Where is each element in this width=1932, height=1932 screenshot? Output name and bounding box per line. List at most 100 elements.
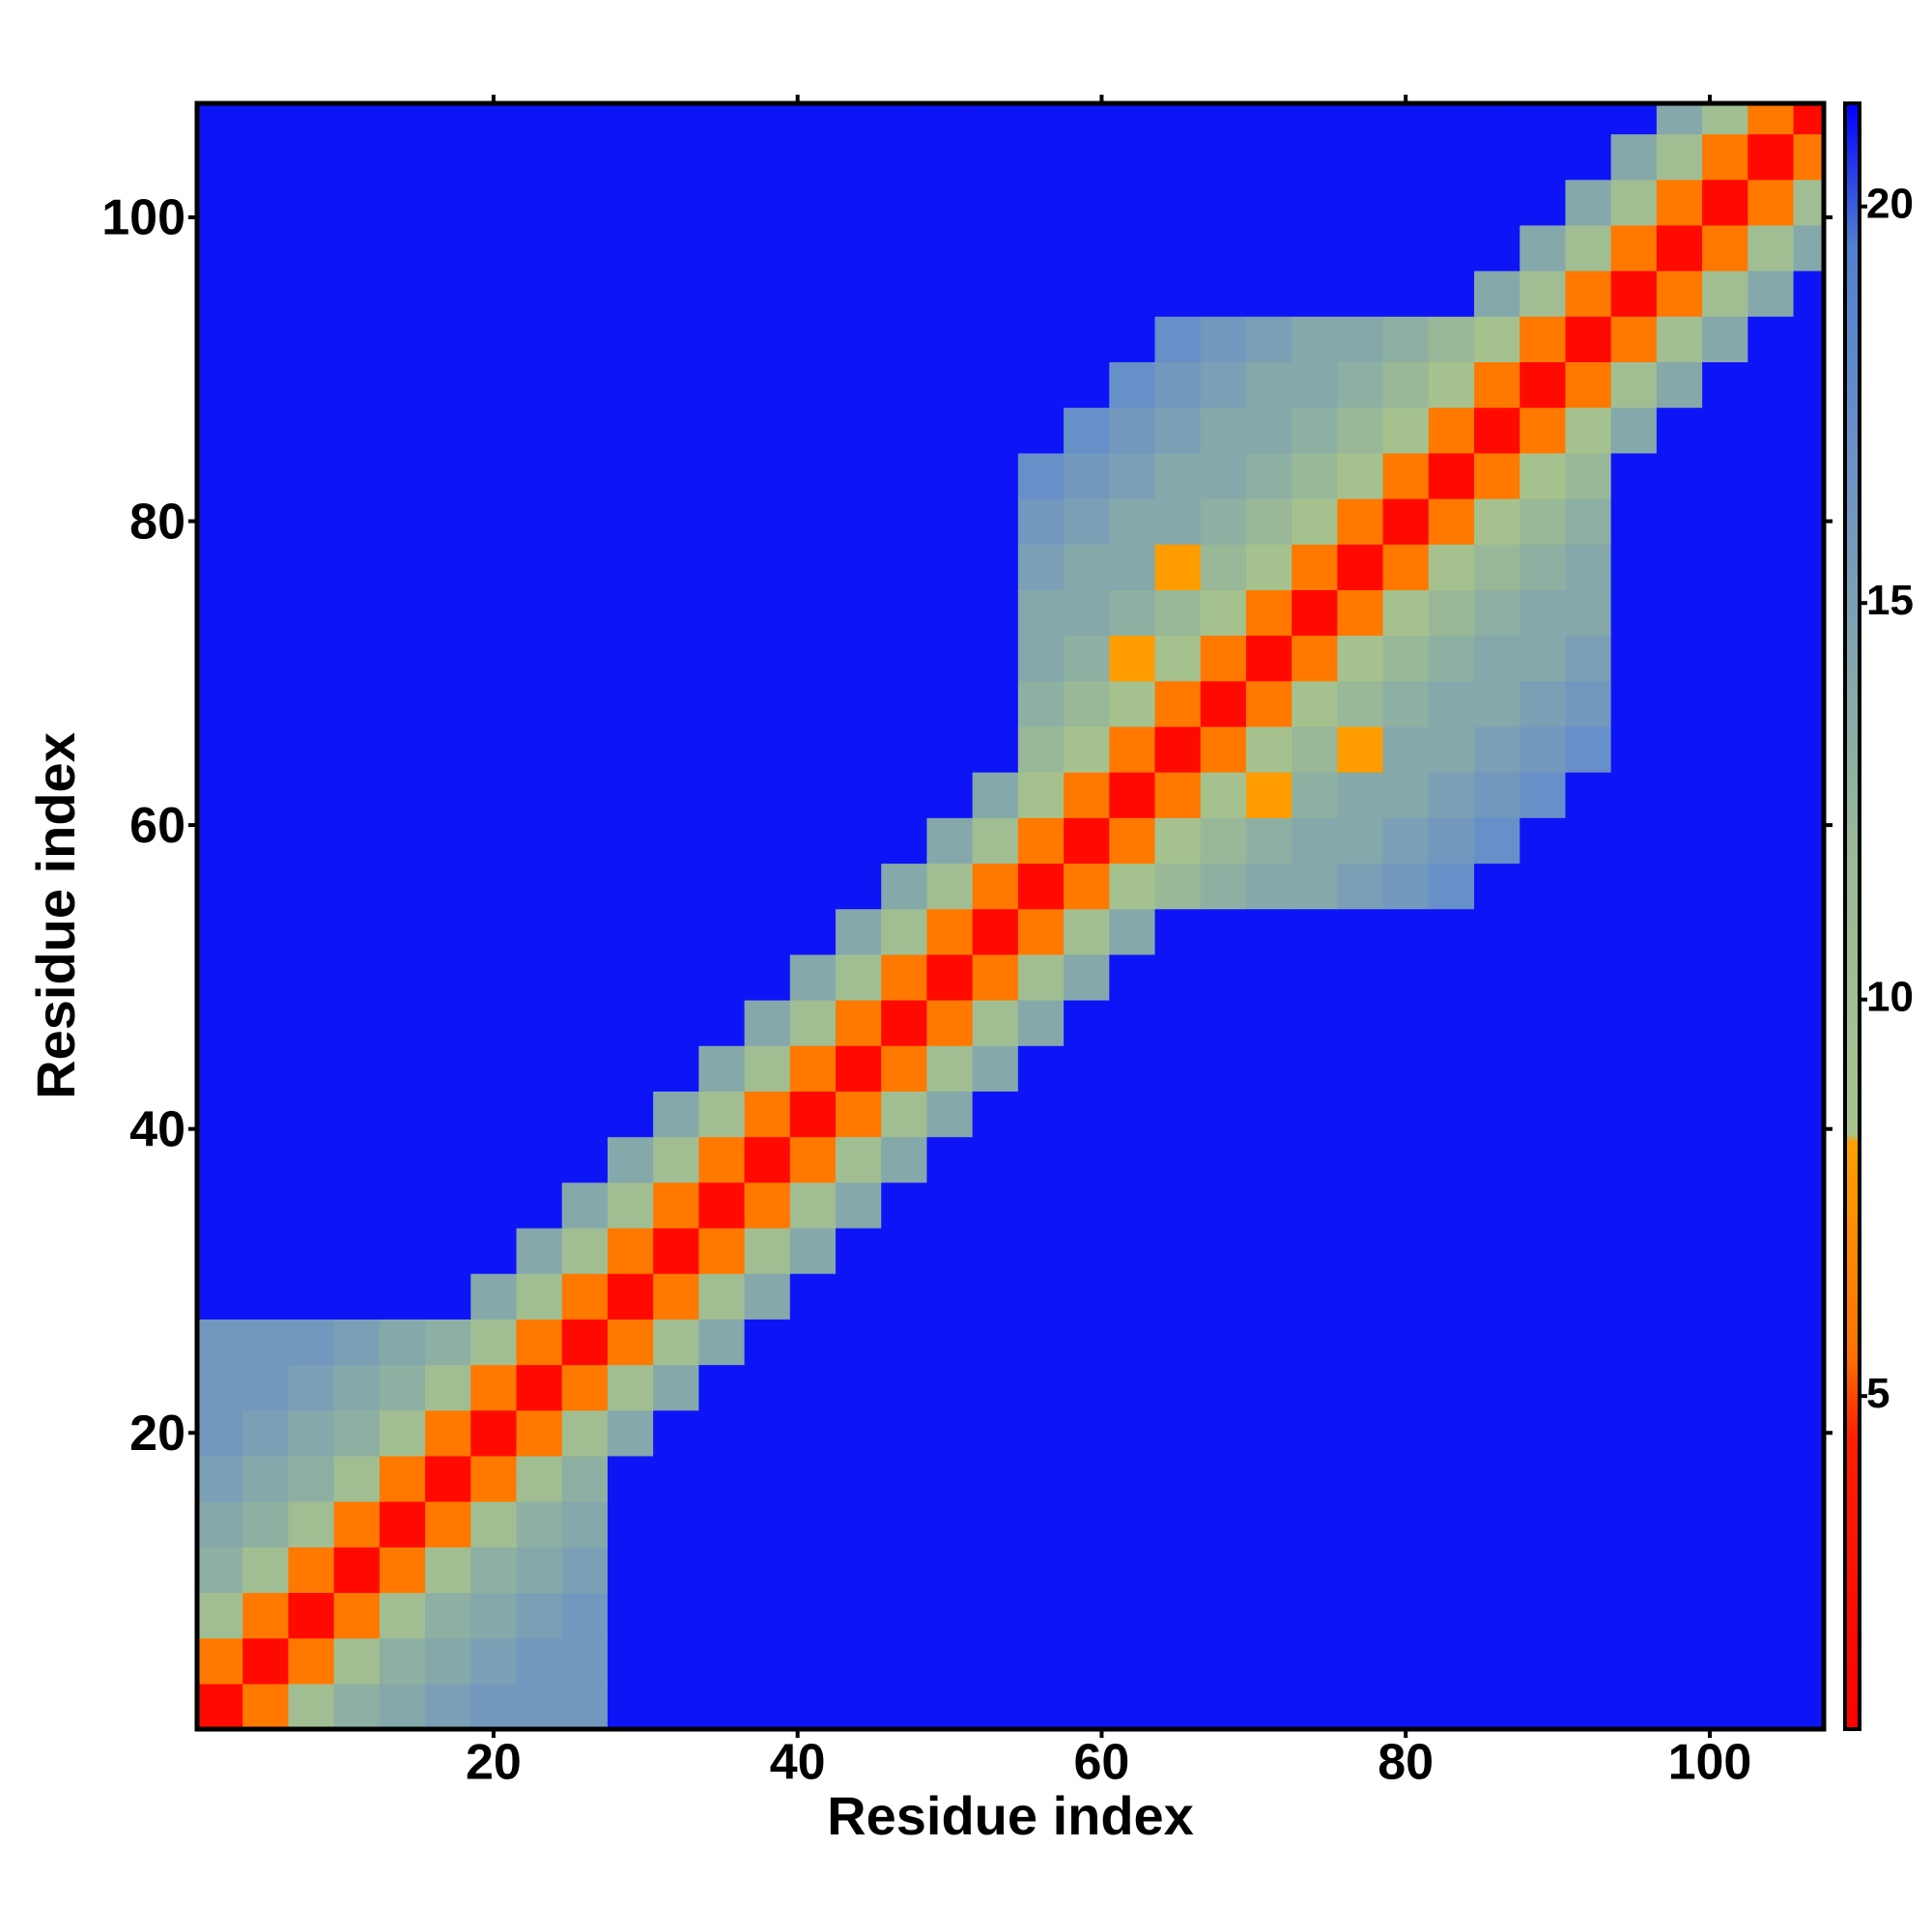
heatmap-cell [197, 497, 243, 545]
heatmap-cell [789, 544, 837, 590]
heatmap-cell [1382, 452, 1430, 499]
heatmap-cell [789, 1455, 837, 1502]
heatmap-cell [1154, 908, 1202, 955]
heatmap-cell [1337, 1181, 1384, 1229]
heatmap-cell [1656, 635, 1703, 682]
heatmap-cell [881, 1181, 928, 1229]
heatmap-cell [1610, 316, 1658, 362]
heatmap-cell [425, 1000, 471, 1046]
heatmap-cell [1200, 863, 1247, 910]
heatmap-cell [1382, 1319, 1430, 1366]
heatmap-cell [1109, 133, 1156, 181]
heatmap-cell [197, 635, 243, 682]
heatmap-cell [379, 1455, 426, 1502]
heatmap-cell [561, 772, 609, 818]
heatmap-cell [1245, 1091, 1293, 1138]
heatmap-cell [1017, 361, 1065, 409]
heatmap-cell [197, 544, 243, 590]
heatmap-cell [516, 361, 563, 409]
heatmap-cell [881, 908, 928, 955]
heatmap-cell [1474, 772, 1520, 818]
heatmap-cell [1017, 635, 1065, 682]
heatmap-cell [379, 817, 426, 865]
heatmap-cell [197, 361, 243, 409]
heatmap-cell [1382, 1000, 1430, 1046]
heatmap-cell [881, 1319, 928, 1366]
heatmap-cell [242, 224, 290, 271]
heatmap-cell [1064, 1455, 1110, 1502]
heatmap-cell [1474, 179, 1520, 226]
heatmap-cell [1520, 772, 1567, 818]
heatmap-cell [1064, 407, 1110, 454]
heatmap-cell [744, 725, 791, 773]
heatmap-cell [425, 817, 471, 865]
heatmap-cell [1747, 497, 1795, 545]
heatmap-cell [607, 1319, 654, 1366]
heatmap-cell [836, 1319, 882, 1366]
heatmap-cell [1154, 1136, 1202, 1183]
heatmap-cell [1017, 1501, 1065, 1548]
heatmap-cell [1337, 1000, 1384, 1046]
heatmap-cell [516, 1273, 563, 1320]
heatmap-cell [607, 908, 654, 955]
heatmap-cell [1382, 1592, 1430, 1639]
heatmap-cell [1064, 1136, 1110, 1183]
heatmap-cell [1702, 224, 1748, 271]
heatmap-cell [1017, 316, 1065, 362]
heatmap-cell [1702, 407, 1748, 454]
heatmap-cell [1702, 953, 1748, 1001]
heatmap-cell [972, 1136, 1019, 1183]
heatmap-cell [1793, 316, 1824, 362]
heatmap-cell [1337, 772, 1384, 818]
heatmap-cell [288, 772, 335, 818]
heatmap-cell [516, 908, 563, 955]
heatmap-cell [881, 103, 928, 135]
heatmap-cell [1337, 1227, 1384, 1274]
heatmap-cell [836, 635, 882, 682]
heatmap-cell [1656, 1547, 1703, 1594]
heatmap-cell [1520, 1409, 1567, 1457]
heatmap-cell [1565, 772, 1612, 818]
heatmap-cell [1245, 1455, 1293, 1502]
heatmap-cell [1702, 452, 1748, 499]
heatmap-cell [1656, 1683, 1703, 1729]
heatmap-cell [1747, 103, 1795, 135]
heatmap-cell [698, 224, 746, 271]
heatmap-cell [926, 316, 974, 362]
heatmap-cell [561, 316, 609, 362]
heatmap-cell [1747, 1592, 1795, 1639]
heatmap-cell [1428, 1273, 1475, 1320]
heatmap-cell [1747, 544, 1795, 590]
heatmap-cell [425, 1364, 471, 1411]
heatmap-cell [1154, 589, 1202, 637]
heatmap-cell [425, 1637, 471, 1685]
heatmap-cell [1017, 1000, 1065, 1046]
heatmap-cell [1474, 452, 1520, 499]
heatmap-cell [197, 772, 243, 818]
heatmap-cell [1064, 772, 1110, 818]
heatmap-cell [425, 1547, 471, 1594]
heatmap-cell [836, 725, 882, 773]
heatmap-cell [744, 635, 791, 682]
heatmap-cell [1520, 1455, 1567, 1502]
heatmap-cell [1382, 1136, 1430, 1183]
heatmap-cell [789, 680, 837, 727]
heatmap-cell [1245, 361, 1293, 409]
heatmap-cell [1520, 1000, 1567, 1046]
heatmap-cell [1610, 224, 1658, 271]
heatmap-cell [1292, 1091, 1338, 1138]
heatmap-cell [698, 497, 746, 545]
heatmap-cell [470, 1683, 518, 1729]
heatmap-cell [1245, 224, 1293, 271]
heatmap-cell [653, 1455, 699, 1502]
heatmap-cell [561, 1273, 609, 1320]
heatmap-cell [197, 179, 243, 226]
heatmap-cell [1565, 497, 1612, 545]
heatmap-cell [288, 1319, 335, 1366]
heatmap-cell [1337, 133, 1384, 181]
heatmap-cell [789, 1592, 837, 1639]
heatmap-cell [653, 316, 699, 362]
heatmap-cell [1382, 133, 1430, 181]
heatmap-cell [836, 1547, 882, 1594]
heatmap-cell [1382, 1683, 1430, 1729]
